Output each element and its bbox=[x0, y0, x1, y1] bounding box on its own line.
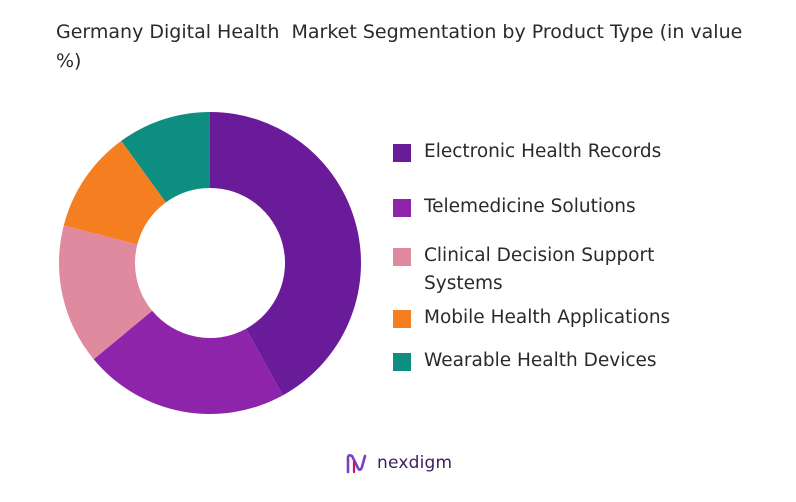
legend-item-mobile-health-applications: Mobile Health Applications bbox=[393, 304, 744, 332]
legend-label: Electronic Health Records bbox=[424, 141, 662, 162]
legend-swatch bbox=[393, 144, 411, 162]
nexdigm-logo-icon bbox=[346, 454, 367, 474]
legend-label: Wearable Health Devices bbox=[424, 350, 657, 371]
legend-label: Clinical Decision Support Systems bbox=[424, 245, 655, 294]
legend-swatch bbox=[393, 353, 411, 371]
legend-item-wearable-health-devices: Wearable Health Devices bbox=[393, 347, 744, 375]
legend-label: Telemedicine Solutions bbox=[424, 196, 636, 217]
legend-item-telemedicine-solutions: Telemedicine Solutions bbox=[393, 193, 744, 221]
donut-slice-telemedicine-solutions bbox=[93, 310, 283, 414]
legend-item-electronic-health-records: Electronic Health Records bbox=[393, 138, 744, 166]
legend-swatch bbox=[393, 310, 411, 328]
donut-slice-wearable-health-devices bbox=[121, 112, 210, 203]
legend-swatch bbox=[393, 199, 411, 217]
legend-label: Mobile Health Applications bbox=[424, 307, 671, 328]
legend-item-clinical-decision-support-systems: Clinical Decision Support Systems bbox=[393, 242, 714, 298]
donut-slice-clinical-decision-support-systems bbox=[59, 225, 153, 360]
brand-logo: nexdigm bbox=[345, 448, 452, 478]
donut-slice-electronic-health-records bbox=[210, 112, 361, 396]
brand-name: nexdigm bbox=[377, 453, 453, 473]
legend-swatch bbox=[393, 248, 411, 266]
donut-slice-mobile-health-applications bbox=[63, 140, 166, 245]
chart-title: Germany Digital Health Market Segmentati… bbox=[56, 21, 749, 72]
